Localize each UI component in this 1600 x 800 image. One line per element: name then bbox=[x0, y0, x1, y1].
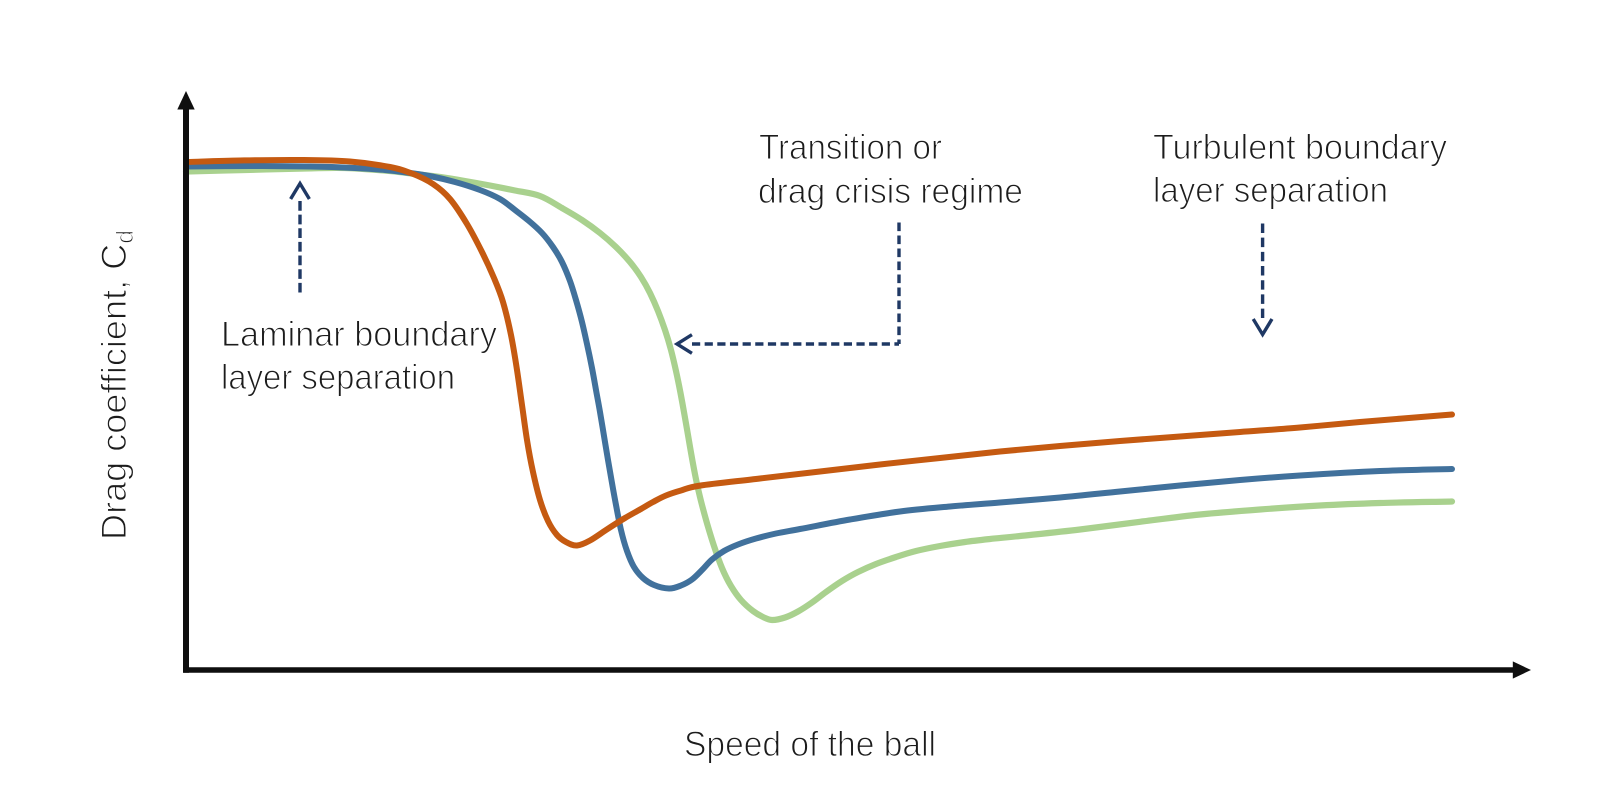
svg-text:Laminar boundary: Laminar boundary bbox=[221, 315, 497, 354]
svg-text:layer separation: layer separation bbox=[221, 358, 455, 397]
svg-text:layer separation: layer separation bbox=[1153, 171, 1388, 210]
svg-text:Speed of the ball: Speed of the ball bbox=[684, 725, 936, 764]
svg-text:Turbulent boundary: Turbulent boundary bbox=[1153, 128, 1447, 167]
svg-text:drag crisis regime: drag crisis regime bbox=[758, 172, 1023, 211]
svg-text:Drag coefficient, Cd: Drag coefficient, Cd bbox=[95, 230, 139, 540]
svg-text:Transition or: Transition or bbox=[759, 128, 942, 167]
